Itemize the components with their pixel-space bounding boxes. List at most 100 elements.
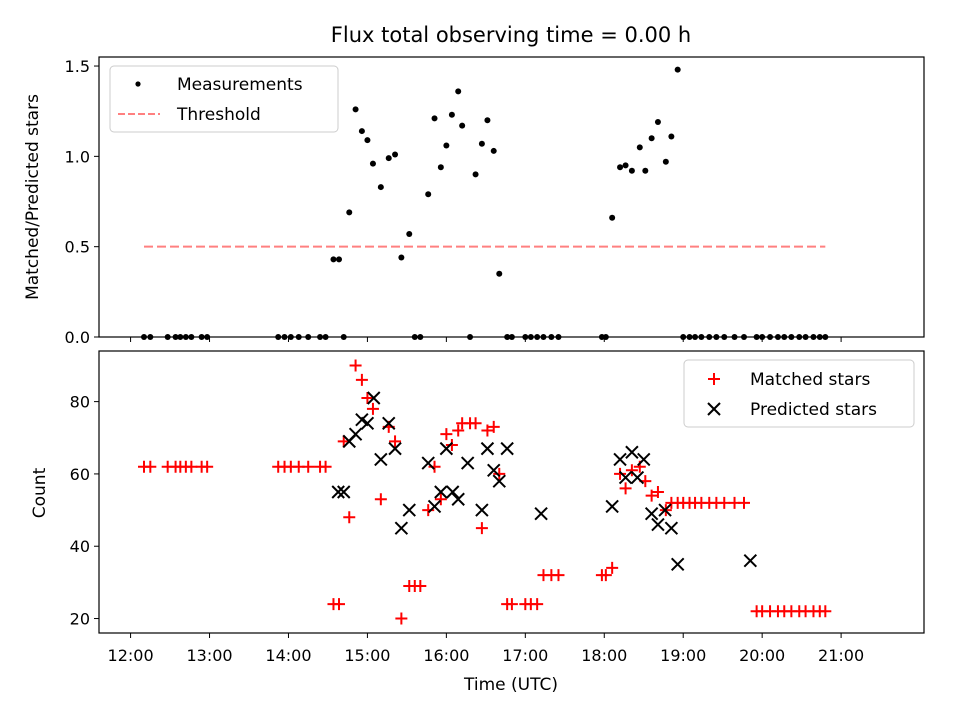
predicted-stars-point <box>374 452 388 467</box>
matched-stars-point <box>319 460 332 473</box>
x-axis-label: Time (UTC) <box>463 675 558 695</box>
measurement-point <box>455 88 462 95</box>
predicted-stars-point <box>439 441 454 456</box>
predicted-stars-point <box>644 506 659 521</box>
bottom-legend: Matched stars Predicted stars <box>683 359 915 428</box>
measurement-point <box>478 140 485 147</box>
predicted-stars-point <box>394 521 409 535</box>
measurement-point <box>369 160 376 167</box>
x-tick-label: 13:00 <box>186 646 232 665</box>
top-y-tick-label: 1.5 <box>65 57 90 76</box>
matched-stars-point <box>606 561 619 574</box>
predicted-stars-point <box>605 499 619 514</box>
predicted-stars-point <box>658 503 672 517</box>
legend-threshold-label: Threshold <box>176 105 261 125</box>
matched-stars-point <box>614 467 627 480</box>
matched-stars-point <box>144 460 157 473</box>
measurement-point <box>443 142 450 149</box>
bottom-panel: 20 40 60 80 12:00 13:00 14:00 15:00 16:00 17:00 18… <box>30 350 925 695</box>
measurement-point <box>654 119 661 126</box>
matched-stars-point <box>333 598 345 611</box>
matched-stars-point <box>645 489 658 502</box>
matched-stars-point <box>487 420 500 433</box>
matched-stars-point <box>440 428 453 441</box>
predicted-stars-point <box>367 391 381 405</box>
matched-stars-point <box>738 496 750 509</box>
measurement-point <box>385 155 392 162</box>
matched-stars-point <box>422 504 435 517</box>
bottom-y-tick-label: 20 <box>70 610 90 629</box>
matched-stars-point <box>185 460 198 473</box>
predicted-stars-point <box>402 503 416 517</box>
measurement-point <box>377 184 384 191</box>
legend-matched-marker <box>708 373 720 385</box>
predicted-stars-point <box>460 456 475 470</box>
top-panel: 0.0 0.5 1.0 1.5 Matched/Predicted stars Mea… <box>23 56 925 347</box>
top-legend: Measurements Threshold <box>109 65 339 133</box>
matched-stars-point <box>361 392 374 404</box>
measurement-point <box>336 256 342 263</box>
measurement-point <box>346 209 353 216</box>
matched-stars-point <box>343 511 356 524</box>
chart-title: Flux total observing time = 0.00 h <box>331 23 691 47</box>
matched-stars-point <box>619 482 632 495</box>
predicted-stars-point <box>500 441 514 456</box>
matched-stars-point <box>531 598 544 611</box>
predicted-stars-point <box>651 517 665 532</box>
bottom-y-tick-label: 40 <box>70 537 90 556</box>
top-y-tick-label: 0.0 <box>65 328 90 347</box>
measurement-point <box>642 167 649 174</box>
measurement-point <box>636 144 643 151</box>
predicted-stars-point <box>421 456 435 470</box>
measurement-point <box>392 151 399 158</box>
legend-predicted-label: Predicted stars <box>750 400 877 420</box>
predicted-stars-point <box>348 427 363 441</box>
measurement-point <box>448 111 455 118</box>
matched-stars-point <box>349 359 362 372</box>
top-legend-box <box>109 65 339 133</box>
measurement-point <box>674 66 681 73</box>
predicted-stars-point <box>451 492 465 506</box>
measurement-point <box>472 171 479 178</box>
matched-stars-point <box>414 580 427 592</box>
predicted-stars-point <box>331 485 345 499</box>
matched-stars-point <box>493 467 506 480</box>
predicted-stars-point <box>534 506 548 521</box>
predicted-stars-point <box>618 470 633 485</box>
bottom-panel-frame <box>98 350 925 634</box>
matched-stars-point <box>302 460 315 473</box>
legend-matched-label: Matched stars <box>750 370 870 390</box>
measurement-point <box>628 167 635 174</box>
matched-stars-point <box>625 464 638 477</box>
predicted-stars-point <box>475 503 489 517</box>
measurement-point <box>648 135 655 142</box>
matched-stars-point <box>452 424 465 437</box>
matched-stars-point <box>469 417 482 430</box>
matched-stars-point <box>374 493 387 506</box>
matched-stars-point <box>475 522 488 535</box>
matched-stars-point <box>366 402 379 415</box>
measurement-point <box>609 214 616 221</box>
bottom-y-tick-label: 60 <box>70 465 90 484</box>
predicted-stars-point <box>360 416 375 431</box>
measurement-point <box>459 122 466 129</box>
x-tick-label: 12:00 <box>108 646 154 665</box>
matched-stars-point <box>337 435 350 448</box>
predicted-stars-point <box>480 441 495 456</box>
predicted-stars-point <box>492 474 506 488</box>
predicted-stars-point <box>445 485 460 499</box>
matched-stars-point <box>552 569 565 582</box>
x-tick-label: 20:00 <box>739 646 785 665</box>
bottom-legend-box <box>683 359 915 428</box>
predicted-stars-point <box>487 463 501 478</box>
x-tick-label: 16:00 <box>423 646 469 665</box>
measurement-point <box>330 256 337 263</box>
matched-stars-point <box>389 435 402 448</box>
legend-predicted-marker <box>707 402 721 416</box>
matched-stars-point <box>599 569 612 582</box>
measurement-point <box>617 164 624 171</box>
matched-stars-point <box>428 460 441 473</box>
predicted-stars-point <box>337 485 351 499</box>
top-y-tick-label: 0.5 <box>65 238 90 257</box>
